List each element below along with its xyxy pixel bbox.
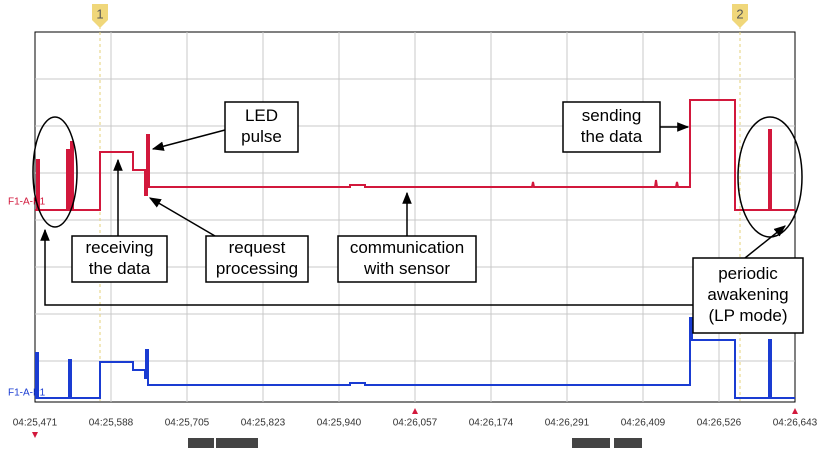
toolbar-button[interactable]	[188, 438, 214, 448]
highlight-ellipse	[737, 116, 803, 238]
annotation-text: processing	[216, 259, 298, 278]
cursor-label: 1	[96, 6, 103, 21]
annotation-box	[692, 257, 804, 334]
time-label: 04:25,471	[13, 418, 58, 429]
time-label: 04:26,291	[545, 418, 590, 429]
annotation-box	[71, 235, 168, 283]
annotation-text: awakening	[707, 285, 788, 304]
annotation-text: request	[229, 238, 286, 257]
trigger-marks	[32, 408, 798, 438]
arrow	[151, 129, 226, 151]
annotation-text: the data	[581, 127, 643, 146]
annotation-text: with sensor	[363, 259, 450, 278]
time-label: 04:25,705	[165, 418, 210, 429]
toolbar-button[interactable]	[216, 438, 258, 448]
arrow	[40, 228, 693, 306]
time-label: 04:25,588	[89, 418, 134, 429]
annotation-text: communication	[350, 238, 464, 257]
annotation-box	[205, 235, 309, 283]
time-label: 04:26,643	[773, 418, 818, 429]
cursor-flag[interactable]	[732, 4, 748, 28]
time-label: 04:25,823	[241, 418, 286, 429]
arrow	[744, 225, 786, 259]
time-label: 04:26,409	[621, 418, 666, 429]
channel-label: F1-A-P1	[8, 197, 46, 208]
channel-label: F1-A-P1	[8, 388, 46, 399]
annotation-box	[224, 101, 299, 153]
annotation-box	[562, 101, 661, 153]
arrow	[148, 197, 216, 237]
red-trace	[35, 99, 795, 211]
toolbar-button[interactable]	[614, 438, 642, 448]
annotations: LED pulse sending the data receiving the data…	[71, 101, 804, 334]
annotation-text: receiving	[85, 238, 153, 257]
time-label: 04:25,940	[317, 418, 362, 429]
cursor-label: 2	[736, 6, 743, 21]
annotation-text: sending	[582, 106, 642, 125]
grid	[35, 32, 795, 402]
annotation-text: LED	[245, 106, 278, 125]
toolbar-button[interactable]	[572, 438, 610, 448]
time-label: 04:26,057	[393, 418, 438, 429]
cursor-flag[interactable]	[92, 4, 108, 28]
blue-trace	[35, 317, 795, 399]
annotation-text: the data	[89, 259, 151, 278]
time-label: 04:26,174	[469, 418, 514, 429]
annotation-box	[337, 235, 477, 283]
time-axis: 04:25,471 04:25,588 04:25,705 04:25,823 04:2…	[13, 418, 818, 429]
highlight-ellipse	[32, 116, 78, 228]
annotation-text: periodic	[718, 264, 778, 283]
annotation-text: (LP mode)	[708, 306, 787, 325]
time-label: 04:26,526	[697, 418, 742, 429]
annotation-text: pulse	[241, 127, 282, 146]
